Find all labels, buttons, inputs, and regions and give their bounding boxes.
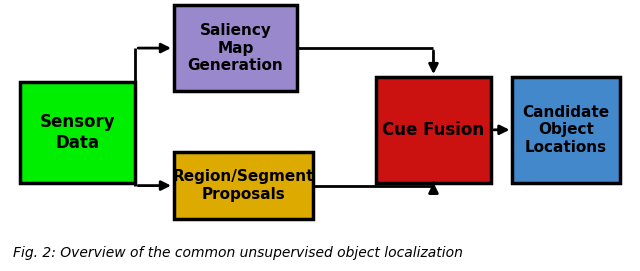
Bar bbox=[376, 77, 491, 183]
Text: Candidate
Object
Locations: Candidate Object Locations bbox=[523, 105, 610, 155]
Bar bbox=[174, 5, 297, 91]
Text: Cue Fusion: Cue Fusion bbox=[383, 121, 484, 139]
Bar bbox=[174, 152, 313, 219]
Text: Sensory
Data: Sensory Data bbox=[40, 113, 115, 151]
Bar bbox=[20, 82, 136, 183]
Text: Fig. 2: Overview of the common unsupervised object localization: Fig. 2: Overview of the common unsupervi… bbox=[13, 246, 463, 260]
Text: Region/Segment
Proposals: Region/Segment Proposals bbox=[173, 169, 314, 202]
Bar bbox=[513, 77, 620, 183]
Text: Saliency
Map
Generation: Saliency Map Generation bbox=[188, 23, 284, 73]
